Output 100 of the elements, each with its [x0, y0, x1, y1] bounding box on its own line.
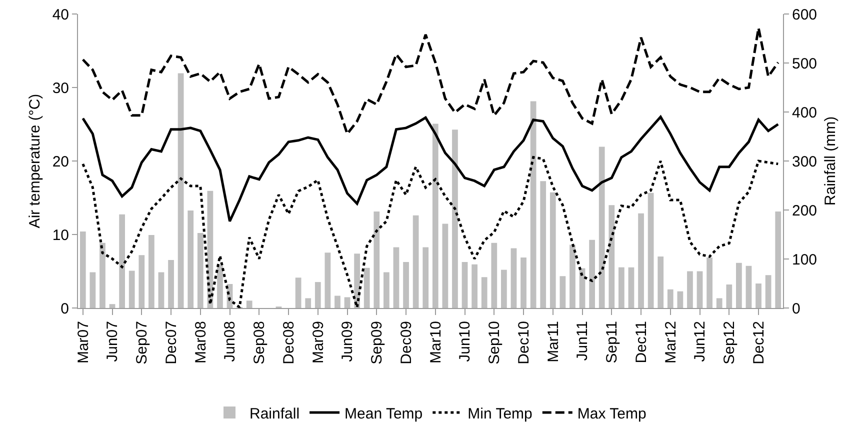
x-tick-label: Mar09 — [310, 321, 327, 364]
bar — [736, 262, 742, 308]
y-axis-title: Air temperature (°C) — [26, 94, 44, 228]
bar — [481, 277, 488, 308]
bar — [491, 242, 498, 308]
x-tick-label: Mar10 — [427, 321, 444, 364]
bar — [628, 267, 634, 308]
x-tick-label: Jun12 — [692, 321, 709, 362]
x-tick-label: Jun11 — [574, 321, 592, 361]
y-tick-label: 20 — [52, 153, 69, 170]
bar — [648, 192, 654, 308]
bar — [324, 252, 331, 308]
line-series — [82, 116, 780, 223]
x-tick-label: Jun09 — [339, 321, 356, 362]
x-tick-label: Sep10 — [486, 321, 504, 364]
x-tick-label: Sep09 — [368, 321, 386, 364]
bar — [706, 258, 712, 308]
bar — [119, 214, 125, 308]
y-tick-label: 30 — [52, 80, 69, 97]
line-series — [82, 26, 780, 136]
bar — [667, 289, 674, 308]
bar — [148, 234, 154, 308]
bar — [344, 297, 350, 308]
bar — [168, 260, 174, 308]
bar — [677, 291, 684, 308]
bar — [687, 271, 693, 308]
bar — [598, 146, 605, 308]
bar — [393, 247, 400, 308]
legend-label: Min Temp — [468, 405, 532, 422]
bar — [520, 258, 526, 308]
bar — [550, 192, 556, 308]
legend-label: Mean Temp — [344, 405, 423, 422]
bar — [334, 296, 340, 308]
y2-tick-label: 200 — [792, 202, 818, 220]
bar — [305, 298, 312, 308]
bar — [374, 211, 380, 308]
x-tick-label: Dec07 — [162, 321, 180, 364]
y2-tick-label: 400 — [792, 104, 818, 122]
bar — [560, 276, 566, 308]
bar — [295, 278, 302, 308]
y2-tick-label: 500 — [792, 55, 818, 72]
x-tick-label: Sep11 — [604, 321, 621, 364]
bar — [608, 205, 615, 308]
x-tick-label: Mar08 — [192, 321, 210, 364]
bar — [775, 211, 782, 308]
bar — [90, 272, 96, 308]
bar — [510, 248, 517, 308]
y-tick-label: 10 — [52, 226, 69, 244]
bar — [403, 262, 409, 308]
bar — [100, 242, 106, 308]
bar — [746, 266, 752, 308]
bar — [422, 247, 429, 308]
x-tick-label: Mar07 — [74, 321, 92, 364]
x-tick-label: Sep08 — [251, 321, 268, 364]
bar — [178, 73, 184, 308]
bar — [80, 232, 86, 308]
bar — [726, 284, 732, 308]
bar — [540, 181, 546, 308]
x-tick-label: Dec10 — [515, 321, 532, 364]
y-tick-label: 0 — [60, 300, 69, 318]
x-tick-label: Mar12 — [662, 321, 680, 364]
x-tick-label: Sep12 — [721, 321, 738, 364]
bar — [716, 298, 722, 308]
y2-tick-label: 100 — [792, 251, 818, 268]
y2-tick-label: 600 — [792, 6, 818, 24]
x-tick-label: Dec08 — [280, 321, 298, 364]
legend-label: Rainfall — [250, 405, 300, 422]
bar — [696, 271, 703, 308]
bar — [158, 272, 164, 308]
bar — [412, 215, 419, 308]
legend-label: Max Temp — [577, 405, 646, 422]
bar — [432, 124, 438, 308]
bar — [570, 244, 576, 308]
y-tick-label: 40 — [52, 6, 69, 24]
y2-tick-label: 300 — [792, 153, 818, 170]
x-tick-label: Sep07 — [134, 321, 151, 364]
bar — [462, 262, 468, 308]
x-tick-label: Dec11 — [632, 321, 650, 364]
bar — [765, 275, 772, 308]
bar — [364, 268, 370, 308]
bar — [472, 264, 478, 308]
y2-tick-label: 0 — [792, 300, 800, 318]
bar — [188, 210, 194, 308]
bar — [197, 233, 204, 308]
x-tick-label: Jun07 — [104, 321, 122, 362]
bar — [384, 272, 390, 308]
bar — [618, 267, 624, 308]
x-tick-label: Jun08 — [222, 321, 239, 362]
x-tick-label: Dec12 — [750, 321, 768, 364]
bar — [246, 300, 252, 308]
bar — [638, 213, 644, 308]
bar — [658, 256, 664, 308]
bar — [128, 270, 135, 308]
bar — [501, 270, 507, 308]
bar — [217, 265, 223, 308]
x-tick-label: Dec09 — [398, 321, 415, 364]
bar — [442, 224, 448, 308]
x-tick-label: Mar11 — [544, 321, 562, 362]
bar — [589, 240, 595, 308]
line-series — [82, 156, 780, 308]
